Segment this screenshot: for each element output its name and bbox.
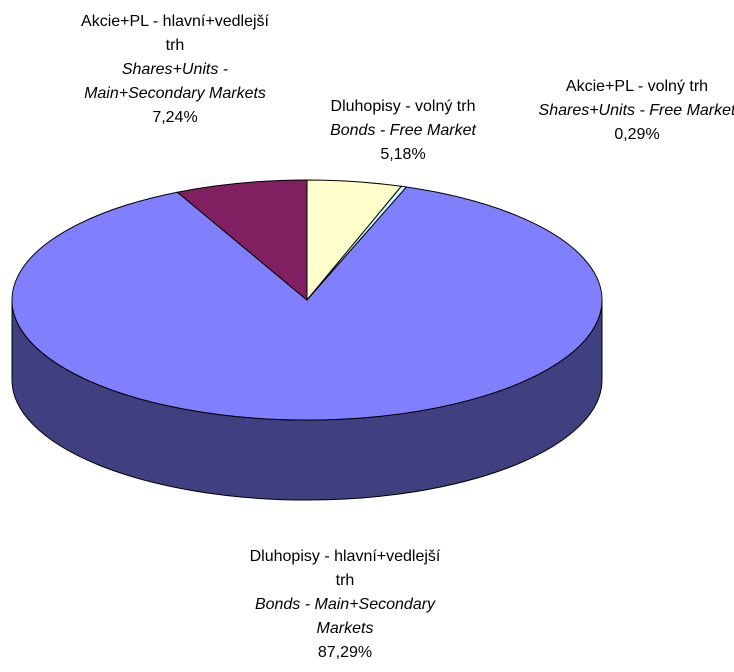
- slice-label: Dluhopisy - hlavní+vedlejší trh Bonds - M…: [245, 545, 445, 665]
- label-cz: Akcie+PL - hlavní+vedlejší trh: [81, 13, 269, 54]
- label-en: Bonds - Free Market: [330, 122, 476, 139]
- label-pct: 87,29%: [317, 644, 373, 661]
- slice-label: Dluhopisy - volný trh Bonds - Free Market…: [293, 95, 513, 167]
- slice: [176, 179, 308, 302]
- label-pct: 7,24%: [152, 109, 198, 126]
- label-pct: 0,29%: [614, 126, 660, 143]
- label-en: Shares+Units - Main+Secondary Markets: [84, 61, 266, 102]
- label-cz: Dluhopisy - volný trh: [330, 98, 476, 115]
- slice-label: Akcie+PL - hlavní+vedlejší trh Shares+Uni…: [70, 10, 280, 130]
- label-en: Shares+Units - Free Market: [538, 102, 734, 119]
- label-cz: Akcie+PL - volný trh: [565, 78, 709, 95]
- label-pct: 5,18%: [380, 146, 426, 163]
- slice: [11, 186, 603, 421]
- label-cz: Dluhopisy - hlavní+vedlejší trh: [249, 548, 441, 589]
- label-en: Bonds - Main+Secondary Markets: [254, 596, 436, 637]
- slice-label: Akcie+PL - volný trh Shares+Units - Free …: [537, 75, 734, 147]
